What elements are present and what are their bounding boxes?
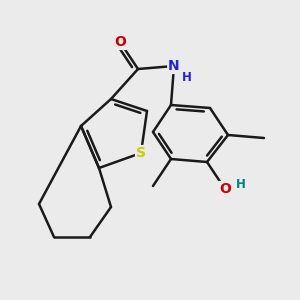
Text: N: N	[168, 59, 180, 73]
Text: H: H	[182, 71, 191, 84]
Text: S: S	[136, 146, 146, 160]
Text: O: O	[114, 35, 126, 49]
Text: O: O	[219, 182, 231, 196]
Text: H: H	[236, 178, 245, 191]
